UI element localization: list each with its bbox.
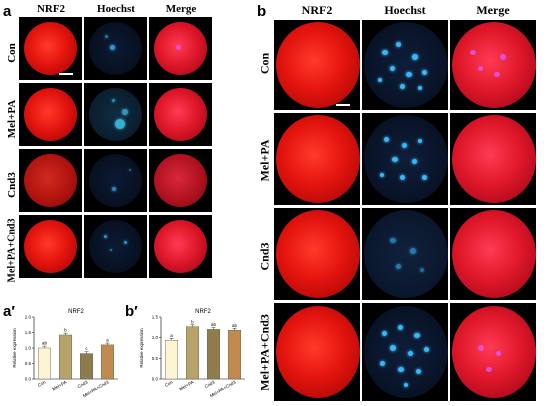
micrograph-a-cnd3-nrf2 bbox=[19, 149, 82, 212]
micrograph-b-melpa-nrf2 bbox=[274, 113, 360, 205]
y-tick-label: 1.5 bbox=[152, 315, 159, 320]
scale-bar bbox=[336, 104, 350, 106]
micrograph-b-melpa-hoechst bbox=[362, 113, 448, 205]
micrograph-a-con-merge bbox=[149, 17, 212, 80]
panel-label-a-prime: a′ bbox=[3, 303, 15, 320]
micrograph-a-melpa-hoechst bbox=[84, 83, 147, 146]
panel-label-b-prime: b′ bbox=[125, 303, 138, 320]
micrograph-a-melpa-merge bbox=[149, 83, 212, 146]
bar bbox=[79, 353, 93, 380]
row-label-a-con: Con bbox=[6, 43, 18, 63]
col-header-a-nrf2: NRF2 bbox=[36, 3, 66, 15]
row-label-b-con: Con bbox=[257, 52, 272, 75]
bar bbox=[186, 326, 200, 380]
micrograph-b-con-hoechst bbox=[362, 20, 448, 110]
col-header-a-hoechst: Hoechst bbox=[97, 3, 135, 15]
significance-letter: a bbox=[106, 338, 109, 343]
row-label-a-combo: Mel+PA+Cnd3 bbox=[6, 218, 18, 283]
chart-title: NRF2 bbox=[68, 309, 84, 315]
micrograph-b-combo-merge bbox=[450, 303, 536, 401]
col-header-b-hoechst: Hoechst bbox=[384, 3, 426, 17]
micrograph-b-combo-nrf2 bbox=[274, 303, 360, 401]
micrograph-a-combo-merge bbox=[149, 215, 212, 278]
row-label-b-combo: Mel+PA+Cnd3 bbox=[257, 314, 272, 391]
micrograph-b-con-nrf2 bbox=[274, 20, 360, 110]
y-tick-label: 0.5 bbox=[152, 356, 159, 361]
y-tick-label: 0.0 bbox=[25, 377, 32, 382]
bar bbox=[59, 334, 73, 380]
row-label-a-melpa: Mel+PA bbox=[6, 99, 18, 139]
significance-letter: a bbox=[170, 333, 173, 338]
panel-label-a: a bbox=[3, 3, 12, 20]
significance-letter: b bbox=[64, 328, 67, 333]
row-label-b-cnd3: Cnd3 bbox=[257, 242, 272, 271]
y-tick-label: 0.5 bbox=[25, 361, 32, 366]
micrograph-b-combo-hoechst bbox=[362, 303, 448, 401]
x-tick-label: Cnd3 bbox=[77, 379, 89, 389]
bar bbox=[227, 329, 241, 380]
x-tick-label: Con bbox=[164, 379, 174, 388]
micrograph-b-cnd3-hoechst bbox=[362, 208, 448, 300]
significance-letter: ab bbox=[211, 322, 217, 327]
micrograph-b-con-merge bbox=[450, 20, 536, 110]
bar bbox=[100, 344, 114, 380]
x-tick-label: Cnd3 bbox=[204, 379, 216, 389]
row-label-a-cnd3: Cnd3 bbox=[6, 172, 18, 198]
row-label-b-melpa: Mel+PA bbox=[257, 139, 272, 182]
x-tick-label: Con bbox=[37, 379, 47, 388]
micrograph-a-con-nrf2 bbox=[19, 17, 82, 80]
micrograph-b-melpa-merge bbox=[450, 113, 536, 205]
micrograph-a-combo-hoechst bbox=[84, 215, 147, 278]
bar bbox=[38, 347, 52, 380]
x-tick-label: Mel+PA bbox=[52, 380, 68, 392]
micrograph-a-combo-nrf2 bbox=[19, 215, 82, 278]
bar bbox=[206, 329, 220, 380]
micrograph-a-melpa-nrf2 bbox=[19, 83, 82, 146]
y-tick-label: 1.5 bbox=[25, 330, 32, 335]
bar-chart-b-prime: NRF2 Relative expression 0.0 0.5 1.0 1.5 a Con b… bbox=[139, 309, 245, 398]
significance-letter: b bbox=[191, 319, 194, 324]
micrograph-b-cnd3-merge bbox=[450, 208, 536, 300]
micrograph-a-cnd3-hoechst bbox=[84, 149, 147, 212]
y-axis-label: Relative expression bbox=[139, 328, 144, 368]
scale-bar bbox=[59, 73, 73, 75]
col-header-b-merge: Merge bbox=[476, 3, 510, 17]
chart-title: NRF2 bbox=[195, 309, 211, 315]
significance-letter: ab bbox=[232, 323, 238, 328]
col-header-b-nrf2: NRF2 bbox=[301, 3, 333, 17]
micrograph-a-con-hoechst bbox=[84, 17, 147, 80]
bar bbox=[165, 340, 179, 380]
x-tick-label: Mel+PA bbox=[179, 380, 195, 392]
y-tick-label: 2.0 bbox=[25, 315, 32, 320]
significance-letter: ab bbox=[42, 341, 48, 346]
y-tick-label: 0.0 bbox=[152, 377, 159, 382]
y-axis-label: Relative expression bbox=[12, 328, 17, 368]
micrograph-a-cnd3-merge bbox=[149, 149, 212, 212]
micrograph-b-cnd3-nrf2 bbox=[274, 208, 360, 300]
col-header-a-merge: Merge bbox=[165, 3, 197, 15]
panel-label-b: b bbox=[257, 3, 267, 20]
significance-letter: c bbox=[85, 346, 88, 351]
y-tick-label: 1.0 bbox=[25, 346, 32, 351]
y-tick-label: 1.0 bbox=[152, 335, 159, 340]
